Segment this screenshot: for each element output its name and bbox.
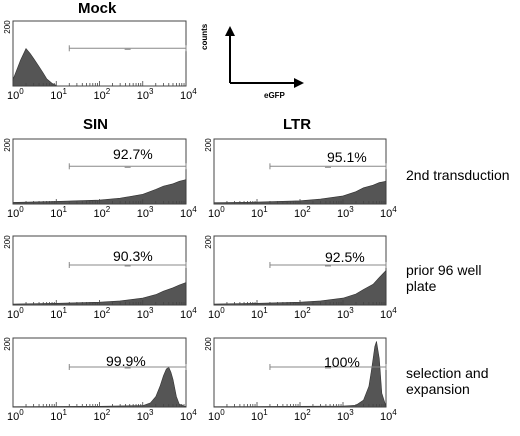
x-tick-label: 103: [337, 408, 354, 423]
x-tick-label: 102: [94, 87, 111, 102]
x-tick-label: 101: [50, 306, 67, 321]
x-tick-label: 102: [294, 408, 311, 423]
x-tick-label: 100: [208, 205, 225, 220]
schematic-x-arrowhead: [294, 78, 304, 88]
schematic-y-arrowhead: [225, 26, 235, 36]
x-tick-label: 101: [50, 87, 67, 102]
x-tick-label: 104: [380, 306, 397, 321]
histogram-series: [12, 366, 187, 408]
plot-frame: [213, 337, 387, 408]
schematic-ylabel: counts: [200, 23, 209, 50]
x-tick-label: 101: [50, 205, 67, 220]
y-tick-label: 200: [204, 337, 213, 351]
histogram-panel: 100 101 102 103 104 200: [204, 235, 397, 321]
x-tick-label: 103: [137, 408, 154, 423]
x-tick-label: 101: [251, 205, 268, 220]
gate-percent-sin-row3: 99.9%: [106, 353, 146, 369]
column-title-ltr: LTR: [283, 116, 312, 133]
y-tick-label: 200: [204, 138, 213, 152]
histogram-panel: 100 101 102 103 104 200: [3, 20, 197, 102]
gate-percent-ltr-row1: 95.1%: [327, 149, 367, 165]
x-tick-label: 101: [50, 408, 67, 423]
x-tick-label: 100: [208, 408, 225, 423]
x-tick-label: 100: [7, 408, 24, 423]
gate-percent-sin-row1: 92.7%: [113, 146, 153, 162]
x-tick-label: 104: [380, 205, 397, 220]
gate-percent-ltr-row2: 92.5%: [325, 249, 365, 265]
gate-percent-ltr-row3: 100%: [324, 354, 360, 370]
histogram-panel: 100 101 102 103 104 200: [3, 337, 197, 423]
gate-percent-sin-row2: 90.3%: [113, 248, 153, 264]
histogram-panel: 100 101 102 103 104 200: [3, 138, 197, 220]
x-tick-label: 101: [251, 408, 268, 423]
x-tick-label: 104: [180, 205, 197, 220]
x-tick-label: 103: [337, 306, 354, 321]
x-tick-label: 101: [251, 306, 268, 321]
x-tick-label: 102: [94, 306, 111, 321]
x-tick-label: 100: [7, 306, 24, 321]
x-tick-label: 102: [94, 205, 111, 220]
row-label-line-1: selection and: [406, 365, 489, 381]
row-label-line-2: plate: [406, 278, 437, 294]
x-tick-label: 104: [380, 408, 397, 423]
schematic-xlabel: eGFP: [264, 91, 285, 100]
histogram-series: [213, 341, 387, 408]
histogram-panel: 100 101 102 103 104 200: [204, 337, 397, 423]
histogram-panel: 100 101 102 103 104 200: [204, 138, 397, 220]
row-label-2nd-transduction: 2nd transduction: [406, 167, 510, 183]
x-tick-label: 103: [137, 87, 154, 102]
y-tick-label: 200: [3, 235, 12, 249]
x-tick-label: 100: [7, 205, 24, 220]
x-tick-label: 102: [94, 408, 111, 423]
x-tick-label: 104: [180, 408, 197, 423]
histogram-series: [12, 48, 57, 87]
histogram-panel: 100 101 102 103 104 200: [3, 235, 197, 321]
x-tick-label: 104: [180, 87, 197, 102]
row-label-selection-and-expansion: selection and expansion: [406, 365, 489, 397]
x-tick-label: 102: [294, 205, 311, 220]
row-label-prior-96-well-plate: prior 96 well plate: [406, 262, 481, 294]
x-tick-label: 100: [208, 306, 225, 321]
row-label-line-2: expansion: [406, 381, 470, 397]
y-tick-label: 200: [3, 138, 12, 152]
y-tick-label: 200: [3, 20, 12, 34]
y-tick-label: 200: [204, 235, 213, 249]
x-tick-label: 100: [7, 87, 24, 102]
column-title-sin: SIN: [83, 116, 109, 133]
x-tick-label: 102: [294, 306, 311, 321]
histogram-series: [213, 269, 387, 306]
row-label-line-1: prior 96 well: [406, 262, 482, 278]
x-tick-label: 103: [137, 306, 154, 321]
x-tick-label: 103: [337, 205, 354, 220]
y-tick-label: 200: [3, 337, 12, 351]
x-tick-label: 103: [137, 205, 154, 220]
panel-title-mock: Mock: [78, 0, 117, 17]
x-tick-label: 104: [180, 306, 197, 321]
